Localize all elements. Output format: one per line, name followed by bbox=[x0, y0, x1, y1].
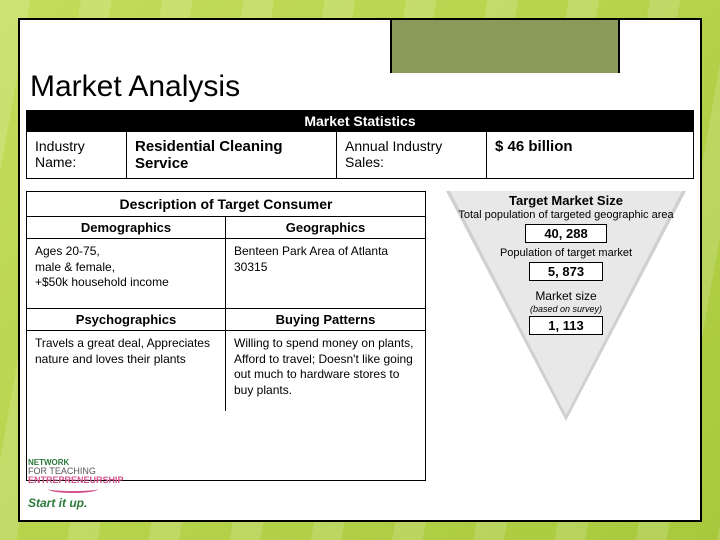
funnel-sec3-note: (based on survey) bbox=[438, 304, 694, 314]
psychographics-label: Psychographics bbox=[27, 309, 225, 331]
psychographics-body: Travels a great deal, Appreciates nature… bbox=[27, 331, 225, 411]
funnel-sec2-value: 5, 873 bbox=[529, 262, 603, 281]
funnel-sec3-value: 1, 113 bbox=[529, 316, 602, 335]
demographics-body: Ages 20-75, male & female, +$50k househo… bbox=[27, 239, 225, 309]
funnel-sec2-label: Population of target market bbox=[438, 247, 694, 260]
funnel-sec1-label: Total population of targeted geographic … bbox=[438, 209, 694, 222]
funnel-sec1-value: 40, 288 bbox=[525, 224, 606, 243]
consumer-table: Description of Target Consumer Demograph… bbox=[26, 191, 426, 481]
logo-line3: ENTREPRENEURSHIP bbox=[28, 476, 168, 485]
industry-value: Residential Cleaning Service bbox=[127, 132, 337, 178]
sales-value: $ 46 billion bbox=[487, 132, 693, 178]
funnel-title: Target Market Size bbox=[438, 193, 694, 208]
stats-row: Industry Name: Residential Cleaning Serv… bbox=[26, 132, 694, 179]
funnel-chart: Target Market Size Total population of t… bbox=[438, 191, 694, 481]
geographics-label: Geographics bbox=[226, 217, 425, 239]
geographics-body: Benteen Park Area of Atlanta 30315 bbox=[226, 239, 425, 309]
logo-tagline: Start it up. bbox=[28, 496, 168, 510]
stats-header: Market Statistics bbox=[26, 110, 694, 132]
logo-swoosh-icon bbox=[48, 485, 98, 493]
title-tab bbox=[390, 18, 620, 73]
slide-frame: Market Analysis Market Statistics Indust… bbox=[18, 18, 702, 522]
content-row: Description of Target Consumer Demograph… bbox=[26, 191, 694, 481]
buying-label: Buying Patterns bbox=[226, 309, 425, 331]
sales-label: Annual Industry Sales: bbox=[337, 132, 487, 178]
buying-body: Willing to spend money on plants, Afford… bbox=[226, 331, 425, 411]
demographics-label: Demographics bbox=[27, 217, 225, 239]
consumer-header: Description of Target Consumer bbox=[27, 192, 425, 217]
funnel-sec3-label: Market size bbox=[438, 289, 694, 303]
nfte-logo: NETWORK FOR TEACHING ENTREPRENEURSHIP St… bbox=[28, 459, 168, 514]
industry-label: Industry Name: bbox=[27, 132, 127, 178]
